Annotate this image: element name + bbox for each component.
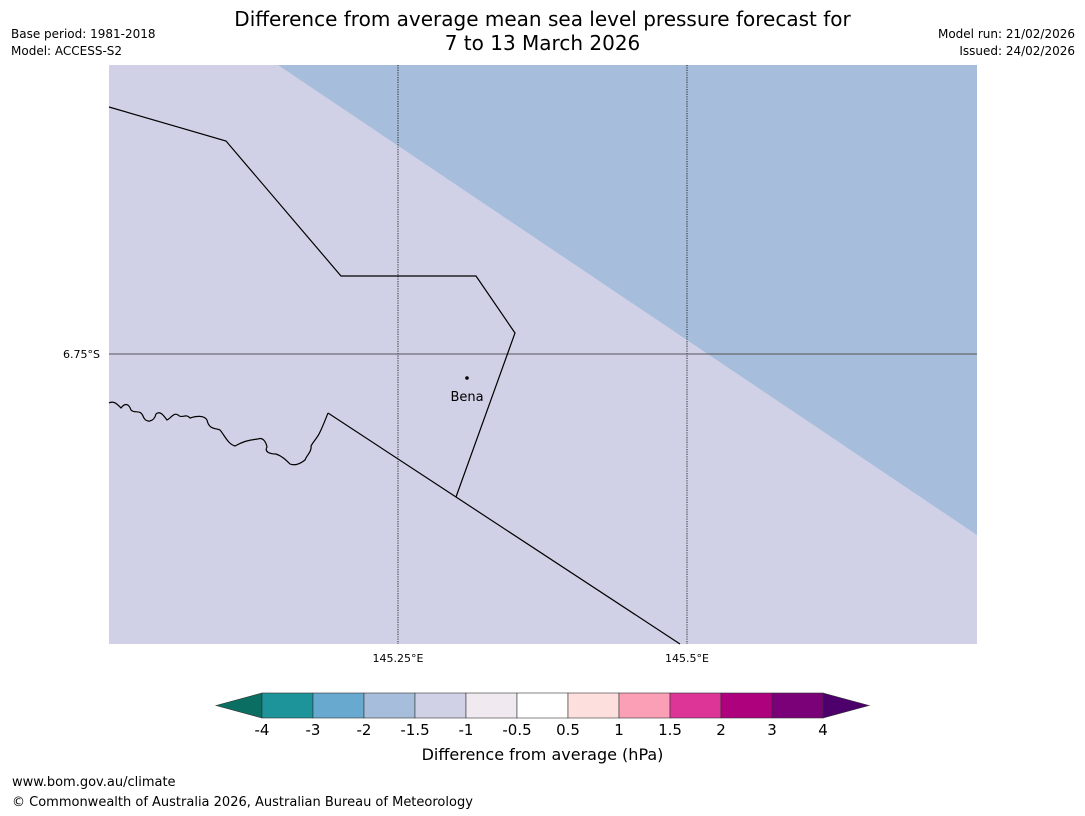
coastline-boundary xyxy=(108,401,329,466)
colorbar-segment xyxy=(414,692,467,719)
colorbar-tick-label: -4 xyxy=(255,721,270,739)
colorbar-tick-label: -1 xyxy=(459,721,474,739)
colorbar-arrow-low xyxy=(214,692,263,719)
colorbar-segment xyxy=(618,692,671,719)
colorbar-segment xyxy=(363,692,416,719)
meta-right: Model run: 21/02/2026 Issued: 24/02/2026 xyxy=(938,26,1075,60)
colorbar-segment xyxy=(567,692,620,719)
model-run: Model run: 21/02/2026 xyxy=(937,27,1075,41)
colorbar-label: Difference from average (hPa) xyxy=(421,745,664,764)
lon-label-2: 145.5°E xyxy=(665,652,709,665)
lat-label: 6.75°S xyxy=(63,348,100,361)
colorbar-tick-label: 4 xyxy=(818,721,828,739)
colorbar-segment xyxy=(720,692,773,719)
colorbar-tick-label: -0.5 xyxy=(502,721,531,739)
province-boundary-a xyxy=(108,106,516,498)
colorbar-tick-label: 0.5 xyxy=(556,721,580,739)
colorbar-tick-label: 2 xyxy=(716,721,726,739)
colorbar: -4 -3 -2 -1.5 -1 -0.5 0.5 1 1.5 2 3 4 xyxy=(214,692,871,739)
chart-title: Difference from average mean sea level p… xyxy=(0,7,1085,55)
colorbar-tick-label: -2 xyxy=(357,721,372,739)
footer-copyright: © Commonwealth of Australia 2026, Austra… xyxy=(12,795,473,810)
colorbar-arrow-high xyxy=(822,692,871,719)
model-name: Model: ACCESS-S2 xyxy=(11,44,123,58)
map-region-darker xyxy=(278,65,977,535)
province-boundary-b xyxy=(327,412,681,645)
colorbar-tick-label: -3 xyxy=(306,721,321,739)
base-period: Base period: 1981-2018 xyxy=(11,27,156,41)
meta-left: Base period: 1981-2018 Model: ACCESS-S2 xyxy=(11,26,156,60)
title-line-2: 7 to 13 March 2026 xyxy=(444,31,641,55)
colorbar-segment xyxy=(771,692,824,719)
footer-url[interactable]: www.bom.gov.au/climate xyxy=(12,775,176,790)
colorbar-segment xyxy=(669,692,722,719)
colorbar-segment xyxy=(312,692,365,719)
colorbar-segment xyxy=(261,692,314,719)
colorbar-tick-label: 1 xyxy=(614,721,624,739)
colorbar-tick-label: 1.5 xyxy=(658,721,682,739)
colorbar-tick-label: -1.5 xyxy=(400,721,429,739)
lon-label-1: 145.25°E xyxy=(373,652,424,665)
town-label-bena: Bena xyxy=(450,390,483,405)
colorbar-segment xyxy=(465,692,518,719)
colorbar-segment xyxy=(516,692,569,719)
town-marker-icon xyxy=(465,376,469,380)
colorbar-tick-label: 3 xyxy=(767,721,777,739)
issued-date: Issued: 24/02/2026 xyxy=(959,44,1075,58)
title-line-1: Difference from average mean sea level p… xyxy=(234,7,851,31)
